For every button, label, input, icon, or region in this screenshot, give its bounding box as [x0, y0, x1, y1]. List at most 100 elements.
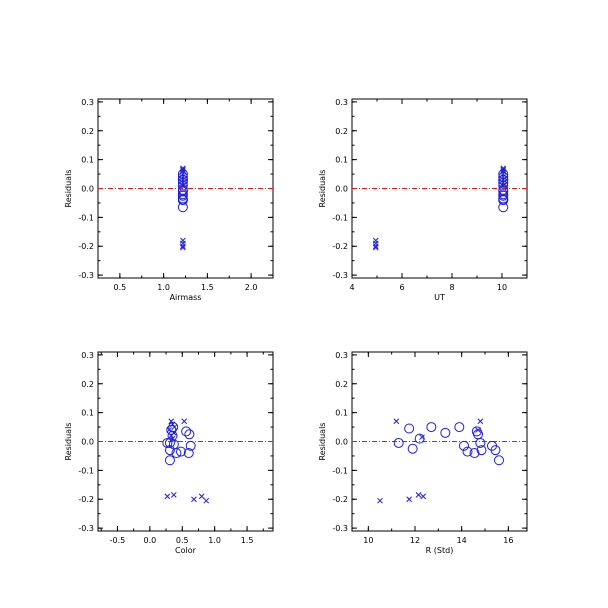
- circle-marker: [407, 443, 418, 454]
- x-marker: [406, 496, 413, 503]
- circle-marker: [164, 455, 175, 466]
- y-tick-label: 0.2: [81, 380, 94, 389]
- x-tick-label: 14: [457, 536, 467, 545]
- x-axis-label: R (Std): [426, 546, 454, 555]
- x-marker: [169, 435, 176, 442]
- y-tick-label: -0.2: [332, 495, 348, 504]
- y-tick-label: 0.0: [81, 185, 94, 194]
- circle-marker: [181, 426, 192, 437]
- circle-marker: [459, 440, 469, 451]
- x-marker: [500, 182, 507, 189]
- x-tick-label: 10: [497, 283, 507, 292]
- x-marker: [170, 492, 177, 498]
- circle-marker: [184, 429, 195, 440]
- circle-marker: [404, 423, 415, 434]
- circle-marker: [177, 190, 188, 201]
- x-axis-label: Airmass: [170, 293, 202, 302]
- y-tick-label: 0.3: [81, 98, 94, 107]
- y-axis-label: Residuals: [64, 170, 73, 208]
- y-tick-label: 0.3: [335, 351, 348, 360]
- y-axis-label: Residuals: [318, 423, 327, 461]
- circle-marker: [175, 446, 186, 457]
- x-tick-label: 1.5: [241, 536, 254, 545]
- x-marker: [372, 243, 379, 250]
- y-tick-label: 0.0: [335, 438, 348, 447]
- y-tick-label: -0.3: [332, 524, 348, 533]
- x-marker: [171, 424, 178, 430]
- plot-panel: -0.3 -0.2 -0.1 0.0 0.1 0.2 0.3 4 6 8 10 UT Residuals: [318, 98, 528, 302]
- y-tick-label: 0.1: [335, 409, 348, 418]
- x-marker: [180, 243, 186, 250]
- x-marker: [180, 166, 186, 173]
- x-tick-label: 16: [503, 536, 513, 545]
- x-marker: [377, 497, 383, 504]
- x-marker: [180, 182, 186, 189]
- y-tick-label: -0.2: [332, 242, 348, 251]
- plot-panel: -0.3 -0.2 -0.1 0.0 0.1 0.2 0.3 0.5 1.0 1.5 2.0 Airm…: [64, 98, 274, 302]
- y-tick-label: -0.3: [78, 524, 94, 533]
- circle-marker: [171, 448, 182, 459]
- circle-marker: [498, 195, 509, 206]
- y-tick-label: 0.1: [335, 156, 348, 165]
- circle-marker: [177, 195, 188, 206]
- x-tick-label: 0.5: [114, 283, 127, 292]
- x-marker: [372, 244, 379, 251]
- x-tick-label: 8: [449, 283, 454, 292]
- circle-marker: [475, 437, 486, 448]
- x-marker: [181, 418, 188, 425]
- x-axis-label: Color: [175, 546, 197, 555]
- x-marker: [477, 418, 484, 425]
- y-tick-label: 0.3: [335, 98, 348, 107]
- y-tick-label: -0.2: [78, 495, 94, 504]
- x-marker: [164, 493, 171, 500]
- circle-marker: [164, 445, 175, 456]
- y-tick-label: 0.3: [81, 351, 94, 360]
- circle-marker: [426, 422, 437, 433]
- circle-marker: [473, 429, 483, 440]
- x-marker: [475, 427, 481, 433]
- x-tick-label: 4: [349, 283, 354, 292]
- y-tick-label: 0.0: [335, 185, 348, 194]
- circle-marker: [490, 445, 501, 456]
- x-marker: [203, 497, 210, 504]
- circle-marker: [462, 446, 473, 457]
- y-tick-label: 0.2: [81, 127, 94, 136]
- x-marker: [500, 166, 507, 173]
- x-tick-label: 12: [410, 536, 420, 545]
- y-tick-label: 0.1: [81, 156, 94, 165]
- circle-marker: [183, 448, 194, 459]
- x-tick-label: 1.5: [201, 283, 214, 292]
- x-tick-label: -0.5: [110, 536, 126, 545]
- x-marker: [180, 244, 186, 251]
- x-marker: [191, 496, 197, 503]
- y-tick-label: 0.1: [81, 409, 94, 418]
- x-marker: [198, 493, 205, 500]
- x-tick-label: 1.0: [157, 283, 170, 292]
- y-tick-label: -0.1: [78, 466, 94, 475]
- y-tick-label: 0.2: [335, 127, 348, 136]
- x-marker: [166, 427, 173, 433]
- x-tick-label: 0.0: [143, 536, 156, 545]
- circle-marker: [498, 190, 509, 201]
- x-tick-label: 0.5: [176, 536, 189, 545]
- x-marker: [169, 421, 176, 428]
- y-axis-label: Residuals: [64, 423, 73, 461]
- x-marker: [420, 493, 427, 500]
- circle-marker: [185, 440, 196, 451]
- y-tick-label: -0.1: [332, 213, 348, 222]
- x-marker: [168, 432, 175, 439]
- y-tick-label: -0.2: [78, 242, 94, 251]
- x-tick-label: 6: [399, 283, 404, 292]
- circle-marker: [177, 202, 188, 213]
- x-marker: [415, 492, 422, 498]
- plot-panel: -0.3 -0.2 -0.1 0.0 0.1 0.2 0.3 -0.5 0.0 0.5 1.0 1.5…: [64, 351, 274, 555]
- y-tick-label: -0.1: [78, 213, 94, 222]
- circle-marker: [440, 427, 451, 438]
- y-tick-label: -0.3: [332, 271, 348, 280]
- circle-marker: [498, 202, 509, 213]
- x-tick-label: 2.0: [245, 283, 258, 292]
- circle-marker: [414, 433, 425, 444]
- circle-marker: [393, 437, 404, 448]
- x-tick-label: 1.0: [208, 536, 221, 545]
